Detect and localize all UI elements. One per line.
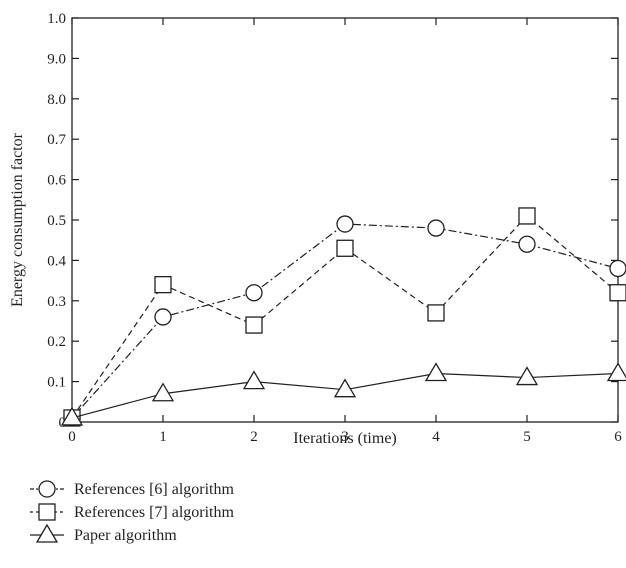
legend-label: Paper algorithm — [74, 527, 177, 544]
x-tick-label: 4 — [432, 429, 440, 445]
data-point-circle — [609, 259, 626, 278]
y-tick-label: 0.5 — [47, 213, 66, 229]
data-point-square — [427, 304, 445, 322]
data-point-triangle — [515, 366, 539, 386]
legend-marker-triangle — [35, 523, 59, 543]
data-point-circle — [154, 308, 172, 326]
data-point-triangle — [606, 362, 626, 382]
y-tick-label: 0.6 — [47, 173, 66, 189]
data-point-circle — [518, 235, 536, 253]
x-tick-label: 2 — [250, 429, 258, 445]
legend-marker-circle — [38, 480, 56, 498]
x-tick-label: 5 — [523, 429, 531, 445]
data-point-square — [609, 284, 626, 302]
data-point-circle — [336, 215, 354, 233]
y-tick-label: 0.1 — [47, 375, 66, 391]
x-axis-label: Iterations (time) — [293, 430, 397, 447]
data-point-triangle — [333, 378, 357, 398]
y-tick-label: 0.3 — [47, 294, 66, 310]
x-tick-label: 3 — [341, 429, 349, 445]
x-tick-label: 0 — [68, 429, 76, 445]
data-point-square — [518, 207, 536, 225]
y-tick-label: 8.0 — [47, 92, 66, 108]
y-tick-label: 9.0 — [47, 51, 66, 67]
legend-label: References [7] algorithm — [74, 504, 234, 521]
data-point-circle — [427, 219, 445, 237]
series-triangle — [60, 362, 626, 426]
y-tick-label: 0.2 — [47, 334, 66, 350]
data-point-triangle — [242, 370, 266, 390]
legend-item: References [6] algorithm — [30, 480, 234, 498]
x-tick-label: 1 — [159, 429, 167, 445]
data-point-square — [245, 316, 263, 334]
series-square — [63, 207, 626, 427]
data-point-triangle — [151, 382, 175, 402]
data-point-square — [336, 239, 354, 257]
legend-label: References [6] algorithm — [74, 481, 234, 498]
legend-item: Paper algorithm — [30, 523, 177, 544]
legend-item: References [7] algorithm — [30, 503, 234, 521]
data-point-square — [154, 275, 172, 294]
y-tick-label: 0 — [59, 415, 67, 431]
data-point-circle — [245, 284, 263, 302]
data-point-triangle — [60, 406, 84, 426]
legend: References [6] algorithm References [7] a… — [30, 480, 234, 544]
data-point-triangle — [424, 362, 448, 382]
y-tick-label: 0.7 — [47, 132, 66, 148]
series-group — [60, 207, 626, 427]
y-axis-ticks: 0 0.1 0.2 0.3 0.4 0.5 0.6 0.7 8.0 9.0 1.0 — [47, 11, 618, 431]
series-circle — [63, 215, 626, 427]
legend-marker-square — [38, 503, 56, 521]
y-axis-label: Energy consumption factor — [9, 132, 26, 307]
y-tick-label: 0.4 — [47, 253, 66, 269]
x-tick-label: 6 — [614, 429, 622, 445]
y-tick-label: 1.0 — [47, 11, 66, 27]
